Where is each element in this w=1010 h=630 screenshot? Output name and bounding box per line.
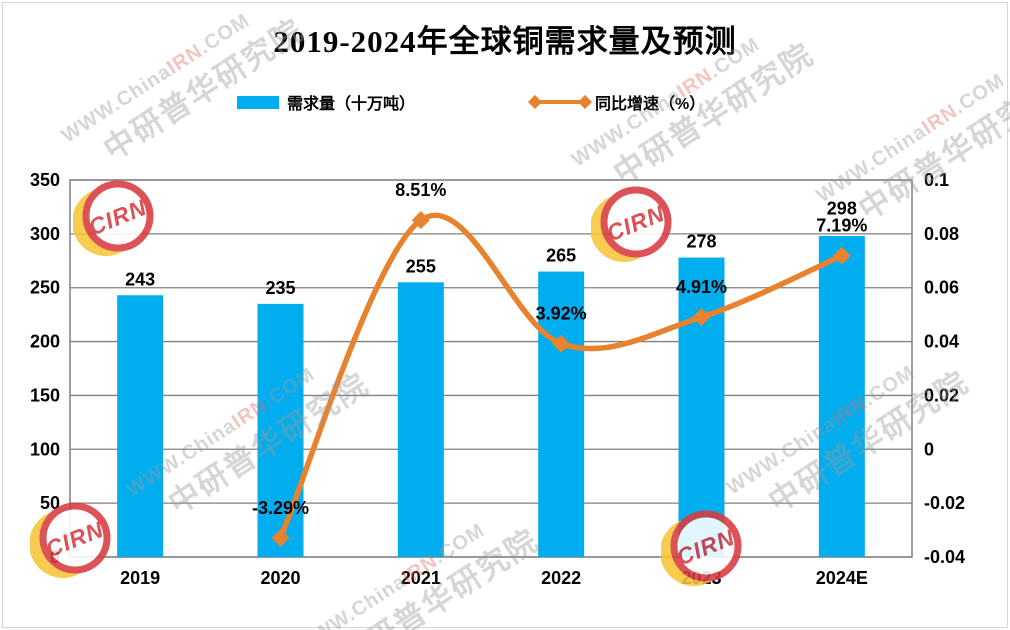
y-left-tick: 300 xyxy=(30,224,60,244)
y-left-tick: 250 xyxy=(30,278,60,298)
legend-bar-label: 需求量（十万吨） xyxy=(287,96,416,113)
legend-line-diamond-icon xyxy=(578,95,592,109)
y-left-tick: 0 xyxy=(50,547,60,567)
line-label-2022: 3.92% xyxy=(536,304,587,324)
bar-2019 xyxy=(117,295,164,557)
x-tick: 2020 xyxy=(260,568,300,588)
line-label-2020: -3.29% xyxy=(252,498,309,518)
bar-2022 xyxy=(538,271,585,557)
growth-line xyxy=(277,212,845,541)
bar-2024E xyxy=(818,236,865,558)
y-right-tick: 0.1 xyxy=(924,170,949,190)
x-tick: 2023 xyxy=(681,568,721,588)
y-right-tick: 0.08 xyxy=(924,224,959,244)
bar-label-2021: 255 xyxy=(406,256,436,276)
y-left-tick: 200 xyxy=(30,332,60,352)
bar-2023 xyxy=(678,257,725,557)
line-marker-2024E xyxy=(832,246,851,265)
bar-2021 xyxy=(397,282,444,557)
bar-label-2024E: 298 xyxy=(827,199,857,219)
y-left-tick: 350 xyxy=(30,170,60,190)
y-right-tick: -0.04 xyxy=(924,547,965,567)
line-label-2021: 8.51% xyxy=(395,180,446,200)
x-tick: 2024E xyxy=(816,568,868,588)
y-right-tick: 0.02 xyxy=(924,385,959,405)
line-marker-2020 xyxy=(271,528,290,547)
y-right-tick: 0.04 xyxy=(924,332,959,352)
x-tick: 2019 xyxy=(120,568,160,588)
line-marker-2021 xyxy=(411,211,430,230)
bar-label-2019: 243 xyxy=(125,269,155,289)
plot-border xyxy=(69,179,913,558)
legend-line-swatch xyxy=(528,95,592,109)
line-label-2023: 4.91% xyxy=(676,277,727,297)
legend-line-diamond-icon xyxy=(528,95,542,109)
line-marker-2022 xyxy=(552,334,571,353)
legend-item-demand: 需求量（十万吨） xyxy=(237,90,415,114)
bar-label-2020: 235 xyxy=(265,278,295,298)
chart-title: 2019-2024年全球铜需求量及预测 xyxy=(273,24,737,59)
y-left-tick: 150 xyxy=(30,385,60,405)
y-right-tick: 0 xyxy=(924,439,934,459)
bar-label-2022: 265 xyxy=(546,246,576,266)
x-tick: 2021 xyxy=(401,568,441,588)
y-right-tick: 0.06 xyxy=(924,278,959,298)
legend-line-label: 同比增速（%） xyxy=(595,96,706,113)
line-label-2024E: 7.19% xyxy=(816,216,867,236)
bar-2020 xyxy=(257,303,304,557)
line-marker-2023 xyxy=(692,308,711,327)
legend-item-growth: 同比增速（%） xyxy=(527,90,705,114)
y-left-tick: 100 xyxy=(30,439,60,459)
legend-bar-swatch xyxy=(237,95,279,109)
y-right-tick: -0.02 xyxy=(924,493,965,513)
y-left-tick: 50 xyxy=(40,493,60,513)
bar-label-2023: 278 xyxy=(686,232,716,252)
x-tick: 2022 xyxy=(541,568,581,588)
